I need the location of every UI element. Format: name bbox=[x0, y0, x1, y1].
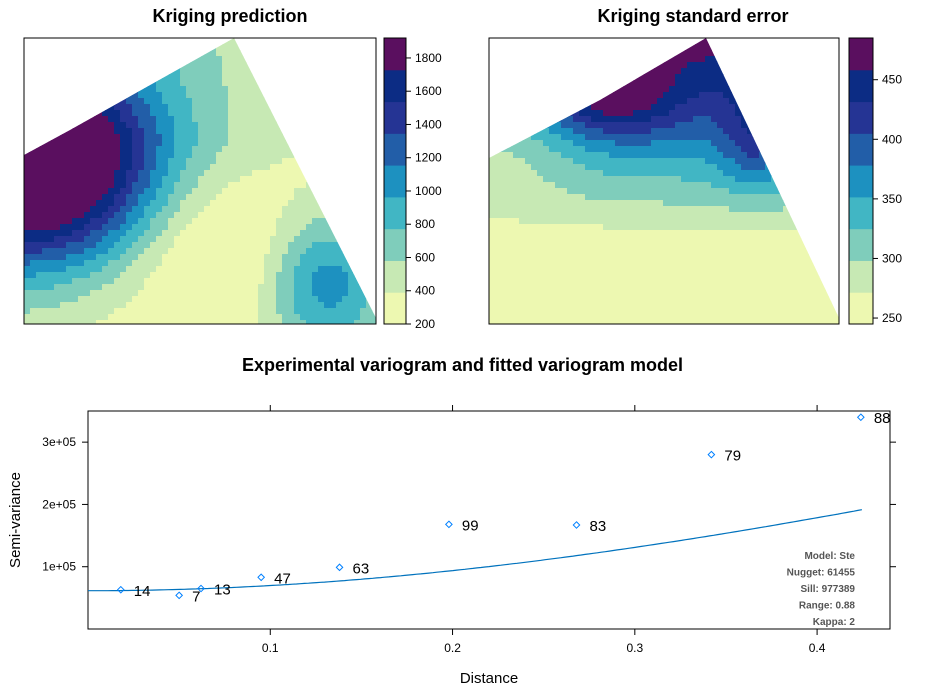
prediction-colorbar-swatch bbox=[384, 260, 406, 293]
stderr-colorbar-tick-label: 250 bbox=[882, 311, 902, 325]
variogram-point bbox=[257, 573, 266, 582]
prediction-colorbar-tick-label: 800 bbox=[415, 217, 435, 231]
point-count-label: 14 bbox=[134, 583, 151, 600]
variogram-point bbox=[572, 521, 581, 529]
variogram-title: Experimental variogram and fitted variog… bbox=[241, 355, 684, 375]
variogram-point bbox=[335, 563, 344, 572]
y-tick-label: 2e+05 bbox=[42, 497, 76, 511]
stderr-colorbar-tick-label: 350 bbox=[882, 192, 902, 206]
model-parameter-label: Kappa: 2 bbox=[813, 617, 856, 628]
prediction-colorbar: 200 400 600 800 1000 1200 1400 1600 1800 bbox=[383, 37, 442, 331]
stderr-colorbar-swatch bbox=[849, 165, 873, 198]
fitted-model-line bbox=[88, 509, 863, 592]
y-axis-label: Semi-variance bbox=[7, 472, 24, 568]
stderr-colorbar-tick-label: 400 bbox=[882, 132, 902, 146]
variogram-frame bbox=[87, 410, 891, 630]
stderr-colorbar-swatch bbox=[849, 133, 873, 166]
x-tick-label: 0.3 bbox=[626, 641, 643, 655]
prediction-colorbar-swatch bbox=[384, 69, 406, 103]
variogram-point bbox=[444, 520, 453, 529]
stderr-colorbar-tick-label: 450 bbox=[882, 73, 902, 87]
point-count-label: 7 bbox=[192, 588, 200, 605]
stderr-colorbar: 250 300 350 400 450 bbox=[848, 37, 902, 325]
x-axis-label: Distance bbox=[460, 670, 518, 687]
prediction-colorbar-tick-label: 1800 bbox=[415, 51, 442, 65]
model-parameter-label: Nugget: 61455 bbox=[787, 568, 856, 579]
prediction-colorbar-tick-label: 400 bbox=[415, 284, 435, 298]
prediction-colorbar-tick-label: 1400 bbox=[415, 117, 442, 131]
y-tick-label: 1e+05 bbox=[42, 560, 76, 574]
prediction-colorbar-tick-label: 1600 bbox=[415, 84, 442, 98]
prediction-colorbar-swatch bbox=[384, 292, 406, 325]
stderr-colorbar-frame bbox=[848, 37, 874, 325]
prediction-colorbar-tick-label: 200 bbox=[415, 317, 435, 331]
variogram-point bbox=[856, 413, 865, 422]
point-count-label: 63 bbox=[353, 560, 370, 577]
x-tick-label: 0.1 bbox=[262, 641, 279, 655]
prediction-colorbar-swatch bbox=[384, 101, 406, 134]
model-parameter-label: Sill: 977389 bbox=[801, 584, 856, 595]
prediction-colorbar-swatch bbox=[384, 38, 406, 71]
stderr-colorbar-swatch bbox=[849, 69, 873, 103]
variogram-point bbox=[116, 585, 125, 594]
model-parameter-label: Range: 0.88 bbox=[799, 601, 856, 612]
prediction-colorbar-swatch bbox=[384, 133, 406, 166]
point-count-label: 79 bbox=[724, 448, 741, 465]
x-tick-label: 0.4 bbox=[809, 641, 826, 655]
stderr-colorbar-swatch bbox=[849, 38, 873, 71]
stderr-title: Kriging standard error bbox=[597, 6, 789, 26]
variogram-point bbox=[175, 591, 184, 600]
point-count-label: 47 bbox=[274, 570, 291, 587]
x-tick-label: 0.2 bbox=[444, 641, 461, 655]
stderr-map-frame bbox=[488, 37, 840, 325]
prediction-title: Kriging prediction bbox=[152, 6, 308, 26]
variogram-point bbox=[707, 450, 716, 459]
stderr-colorbar-swatch bbox=[849, 196, 873, 230]
y-tick-label: 3e+05 bbox=[42, 435, 76, 449]
prediction-colorbar-tick-label: 1200 bbox=[415, 151, 442, 165]
stderr-colorbar-swatch bbox=[849, 292, 873, 325]
model-parameter-label: Model: Ste bbox=[804, 551, 855, 562]
prediction-colorbar-frame bbox=[383, 37, 407, 325]
prediction-colorbar-swatch bbox=[384, 196, 406, 230]
prediction-map-frame bbox=[23, 37, 377, 325]
point-count-label: 99 bbox=[462, 517, 479, 534]
stderr-colorbar-swatch bbox=[849, 260, 873, 293]
prediction-colorbar-tick-label: 600 bbox=[415, 250, 435, 264]
point-count-label: 83 bbox=[589, 518, 606, 535]
point-count-label: 88 bbox=[874, 410, 891, 427]
kriging-maps: 200 400 600 800 1000 1200 1400 1600 1800 250 300 35… bbox=[23, 37, 902, 331]
point-count-label: 13 bbox=[214, 582, 231, 599]
prediction-colorbar-swatch bbox=[384, 228, 406, 261]
stderr-colorbar-swatch bbox=[849, 228, 873, 261]
stderr-colorbar-swatch bbox=[849, 101, 873, 134]
prediction-colorbar-swatch bbox=[384, 165, 406, 198]
stderr-colorbar-tick-label: 300 bbox=[882, 251, 902, 265]
variogram-point bbox=[197, 584, 205, 593]
prediction-colorbar-tick-label: 1000 bbox=[415, 184, 442, 198]
